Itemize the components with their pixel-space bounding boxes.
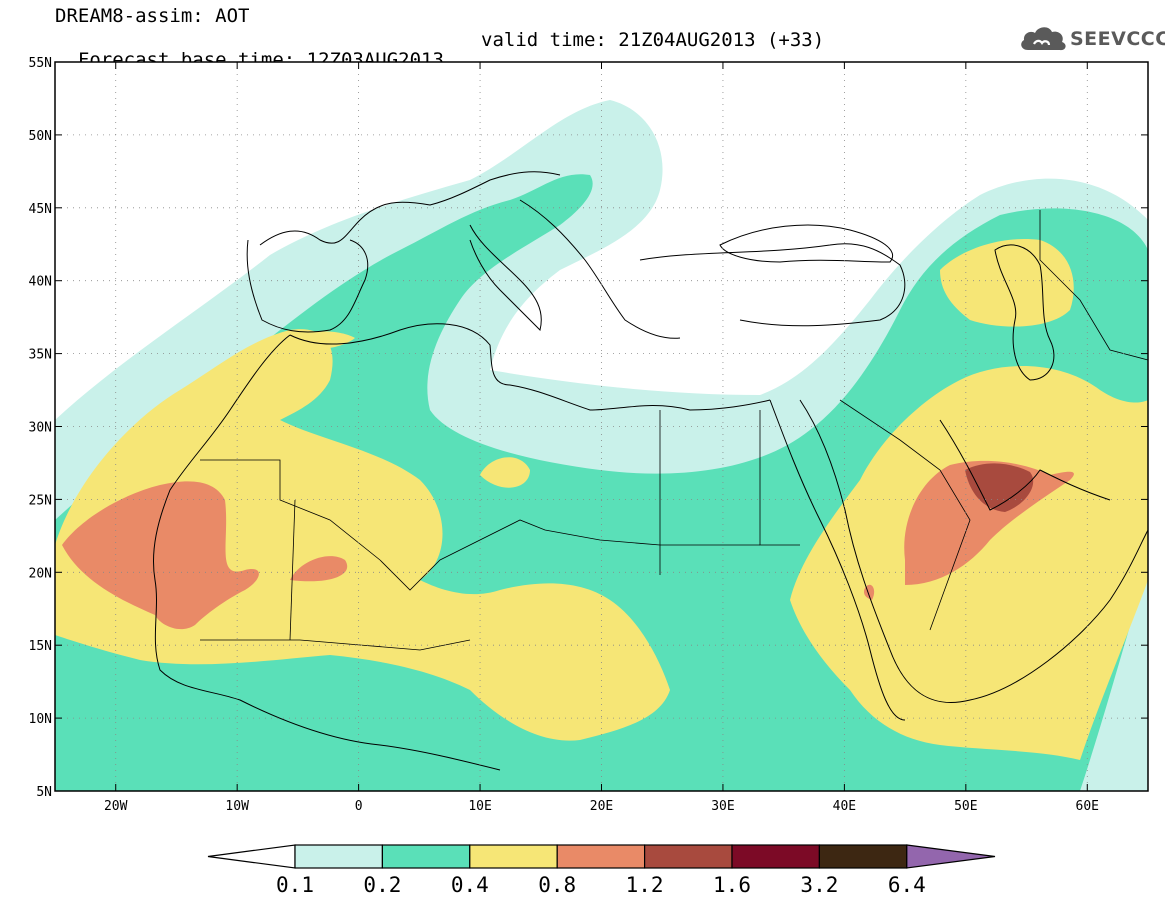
border-iran <box>1039 210 1148 361</box>
border-sahel <box>200 639 471 651</box>
colorbar-underflow <box>207 844 296 869</box>
border-meridian-1 <box>289 499 296 641</box>
lat-label: 40N <box>29 275 52 290</box>
coast-black-sea <box>719 224 893 263</box>
lon-label: 60E <box>1076 799 1099 814</box>
cloud-icon <box>1021 27 1066 51</box>
aot-band-1.2-1.6 <box>965 463 1034 512</box>
coast-europe-north <box>259 171 561 246</box>
border-sahara <box>200 459 760 591</box>
lat-label: 5N <box>36 785 52 800</box>
colorbar-box <box>731 844 821 869</box>
colorbar-box <box>381 844 471 869</box>
lon-label: 30E <box>711 799 734 814</box>
colorbar-box <box>818 844 908 869</box>
lat-label: 20N <box>29 566 52 581</box>
colorbar-box <box>469 844 558 869</box>
lat-label: 15N <box>29 639 52 654</box>
lat-label: 35N <box>29 348 52 363</box>
coast-arabia <box>799 399 1148 704</box>
colorbar-label: 1.2 <box>626 873 664 897</box>
lon-label: 0 <box>355 799 363 814</box>
lon-label: 20E <box>590 799 613 814</box>
coast-gulf <box>939 419 1111 511</box>
seevccc-logo: SEEVCCC <box>1018 22 1165 56</box>
lat-label: 25N <box>29 493 52 508</box>
gridlines <box>55 62 1148 791</box>
lon-label: 10E <box>468 799 491 814</box>
colorbar-box <box>294 844 384 869</box>
valid-time: valid time: 21Z04AUG2013 (+33) <box>481 29 825 51</box>
coast-iberia <box>246 239 369 333</box>
logo-text: SEEVCCC <box>1070 28 1165 50</box>
coast-caspian <box>994 244 1055 381</box>
lat-label: 55N <box>29 56 52 71</box>
border-egypt <box>759 410 800 546</box>
aot-band-0.4-0.8 <box>55 239 1148 760</box>
coast-anatolia <box>639 243 906 327</box>
lon-label: 20W <box>104 799 128 814</box>
coast-balkans <box>519 199 681 339</box>
colorbar-label: 0.4 <box>451 873 489 897</box>
coastlines <box>152 171 1148 771</box>
colorbar-label: 6.4 <box>888 873 926 897</box>
lat-label: 30N <box>29 421 52 436</box>
colorbar: 0.1 0.2 0.4 0.8 1.2 1.6 3.2 6.4 <box>207 844 996 897</box>
border-arabia <box>839 399 971 631</box>
lon-label: 10W <box>225 799 249 814</box>
colorbar-box <box>643 844 733 869</box>
axis-ticks: 5N 10N 15N 20N 25N 30N 35N 40N 45N 50N 55N 20W 10W 0 1… <box>29 56 1148 814</box>
country-borders <box>200 210 1148 651</box>
lon-label: 50E <box>954 799 977 814</box>
colorbar-label: 3.2 <box>800 873 838 897</box>
map-title: DREAM8-assim: AOT <box>55 5 250 27</box>
coast-africa-north <box>289 323 771 411</box>
lat-label: 45N <box>29 202 52 217</box>
aot-field <box>55 62 1148 791</box>
coast-red-sea <box>769 399 906 721</box>
lon-label: 40E <box>833 799 856 814</box>
colorbar-label: 1.6 <box>713 873 751 897</box>
lat-label: 50N <box>29 129 52 144</box>
colorbar-label: 0.1 <box>276 873 314 897</box>
colorbar-label: 0.2 <box>363 873 401 897</box>
colorbar-overflow <box>906 844 996 869</box>
colorbar-label: 0.8 <box>538 873 576 897</box>
coast-africa-west <box>152 334 501 771</box>
coast-italy <box>469 224 542 331</box>
colorbar-box <box>556 844 646 869</box>
lat-label: 10N <box>29 712 52 727</box>
